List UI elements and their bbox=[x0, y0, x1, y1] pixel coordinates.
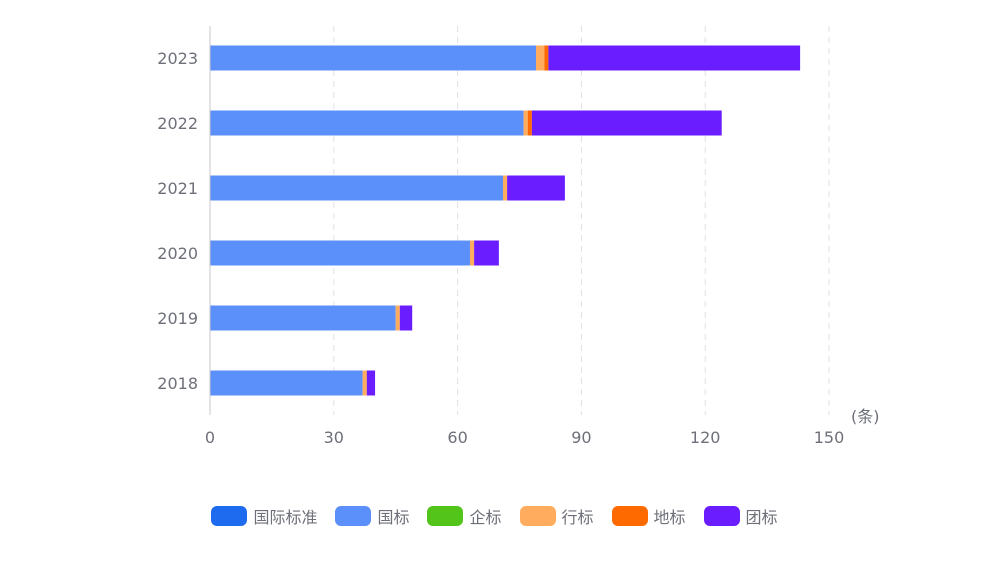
bar-segment[interactable] bbox=[399, 305, 413, 331]
legend-swatch bbox=[519, 506, 556, 526]
y-category-label: 2022 bbox=[157, 114, 198, 133]
bar-segment[interactable] bbox=[502, 175, 508, 201]
legend-label: 国际标准 bbox=[253, 508, 318, 527]
legend-item[interactable]: 地标 bbox=[611, 504, 686, 528]
bar-segment[interactable] bbox=[210, 110, 524, 136]
legend-label: 地标 bbox=[653, 508, 686, 527]
legend-swatch bbox=[703, 506, 740, 526]
bar-segment[interactable] bbox=[210, 175, 503, 201]
y-category-label: 2023 bbox=[157, 49, 198, 68]
legend-swatch bbox=[611, 506, 648, 526]
bar-segment[interactable] bbox=[210, 240, 470, 266]
bar-segment[interactable] bbox=[474, 240, 499, 266]
y-category-label: 2019 bbox=[157, 309, 198, 328]
x-tick-label: 60 bbox=[447, 428, 467, 447]
bar-segment[interactable] bbox=[531, 110, 722, 136]
x-axis-unit-label: (条) bbox=[851, 407, 880, 426]
bar-segment[interactable] bbox=[523, 110, 528, 136]
legend-item[interactable]: 行标 bbox=[519, 504, 594, 528]
x-tick-label: 120 bbox=[690, 428, 721, 447]
legend: 国际标准 国标 企标 行标 地标 团标 bbox=[0, 504, 989, 528]
x-tick-label: 0 bbox=[205, 428, 215, 447]
y-category-label: 2021 bbox=[157, 179, 198, 198]
legend-swatch bbox=[335, 506, 372, 526]
bar-segment[interactable] bbox=[548, 45, 801, 71]
bar-segment[interactable] bbox=[527, 110, 532, 136]
bar-layer bbox=[210, 45, 801, 396]
legend-item[interactable]: 国际标准 bbox=[211, 504, 317, 528]
legend-swatch bbox=[211, 506, 248, 526]
legend-label: 行标 bbox=[561, 508, 594, 527]
bar-segment[interactable] bbox=[210, 370, 363, 396]
legend-label: 国标 bbox=[377, 508, 410, 527]
x-tick-label: 30 bbox=[324, 428, 344, 447]
x-tick-label: 150 bbox=[814, 428, 845, 447]
bar-segment[interactable] bbox=[210, 305, 396, 331]
legend-label: 团标 bbox=[745, 508, 778, 527]
bar-segment[interactable] bbox=[507, 175, 565, 201]
grid-lines bbox=[333, 26, 830, 415]
bar-segment[interactable] bbox=[210, 45, 537, 71]
y-category-label: 2020 bbox=[157, 244, 198, 263]
bar-segment[interactable] bbox=[536, 45, 545, 71]
axis-layer: 0 30 60 90 120 150 2023 2022 2021 2020 2019 2018 bbox=[157, 26, 844, 447]
bar-segment[interactable] bbox=[395, 305, 400, 331]
legend-label: 企标 bbox=[469, 508, 502, 527]
y-category-label: 2018 bbox=[157, 374, 198, 393]
legend-swatch bbox=[427, 506, 464, 526]
bar-segment[interactable] bbox=[544, 45, 549, 71]
x-tick-label: 90 bbox=[571, 428, 591, 447]
bar-segment[interactable] bbox=[469, 240, 475, 266]
legend-item[interactable]: 企标 bbox=[427, 504, 502, 528]
bar-segment[interactable] bbox=[366, 370, 376, 396]
legend-item[interactable]: 国标 bbox=[335, 504, 409, 528]
bar-segment[interactable] bbox=[362, 370, 367, 396]
legend-item[interactable]: 团标 bbox=[703, 504, 778, 528]
